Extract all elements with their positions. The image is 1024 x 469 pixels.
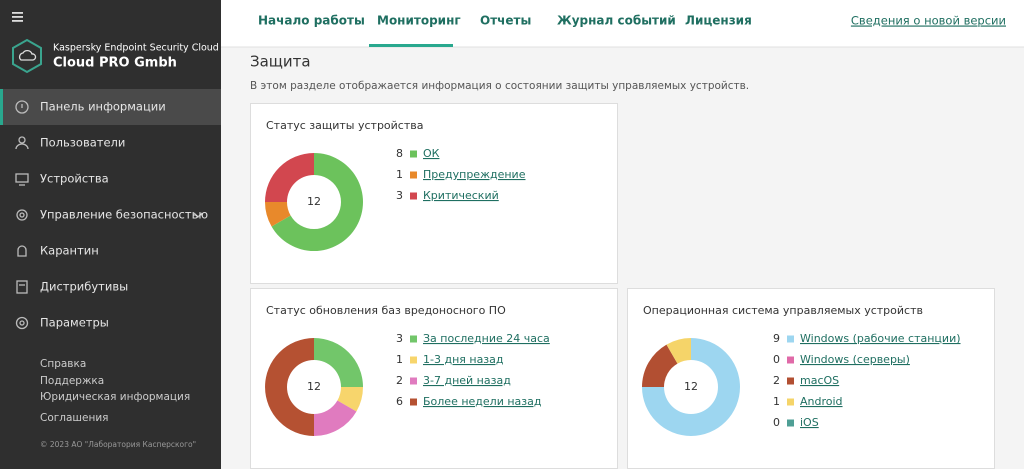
legend-count: 3 [396,189,403,202]
legend-swatch [410,335,417,343]
legend-label[interactable]: Windows (рабочие станции) [800,332,961,345]
legend-count: 1 [773,395,780,408]
donut-segment [666,338,691,364]
menu-item[interactable]: Дистрибутивы [40,280,128,294]
widget-title: Операционная система управляемых устройс… [643,304,923,317]
legend-label[interactable]: macOS [800,374,839,387]
legend-count: 1 [396,168,403,181]
legend-label[interactable]: 3-7 дней назад [423,374,511,387]
menu-icons [15,100,203,330]
widget-card [627,288,995,469]
donut-segment [642,338,740,436]
sidebar-link[interactable]: Справка [40,358,86,370]
legend-label[interactable]: За последние 24 часа [423,332,550,345]
tab[interactable]: Мониторинг [377,14,461,28]
legend-swatch [787,398,794,406]
donut-segment [314,400,357,436]
legend-label[interactable]: Критический [423,189,499,202]
tab[interactable]: Отчеты [480,14,531,28]
sidebar-link[interactable]: Юридическая информация [40,391,190,403]
legend-swatch [410,150,417,158]
legend-label[interactable]: 1-3 дня назад [423,353,504,366]
copyright: © 2023 АО "Лаборатория Касперского" [40,440,196,449]
donut-segment [265,338,314,436]
logo [12,38,42,74]
product-name: Kaspersky Endpoint Security Cloud [53,43,219,54]
tab[interactable]: Начало работы [258,14,365,28]
legend-count: 0 [773,353,780,366]
menu-item[interactable]: Карантин [40,244,99,258]
legend-label[interactable]: Предупреждение [423,168,526,181]
legend-label[interactable]: Windows (серверы) [800,353,910,366]
menu-item[interactable]: Панель информации [40,100,166,114]
widget-title: Статус защиты устройства [266,119,424,132]
legend-swatch [787,377,794,385]
top-bar [221,0,1024,47]
active-tab-underline [369,44,453,47]
donut-segment [314,338,363,387]
sidebar-link[interactable]: Поддержка [40,375,104,387]
legend-label[interactable]: iOS [800,416,819,429]
menu-item[interactable]: Устройства [40,172,109,186]
legend-swatch [787,356,794,364]
donut-total: 12 [307,195,321,208]
donut-total: 12 [684,380,698,393]
menu-item[interactable]: Параметры [40,316,109,330]
widget-card [250,288,618,469]
legend-label[interactable]: Более недели назад [423,395,542,408]
legend-count: 3 [396,332,403,345]
donut-segment [265,202,291,227]
legend-count: 2 [773,374,780,387]
logo-cloud [18,49,37,61]
legend-swatch [410,377,417,385]
active-item [0,89,221,125]
donut-segment [271,153,363,251]
donut-segment [337,387,363,412]
legend-swatch [787,335,794,343]
legend-swatch [410,171,417,179]
legend-swatch [410,192,417,200]
legend-swatch [410,356,417,364]
company-name: Cloud PRO Gmbh [53,56,177,71]
legend-label[interactable]: Android [800,395,843,408]
legend-count: 0 [773,416,780,429]
tab[interactable]: Журнал событий [557,14,676,28]
donut-segment [265,153,314,202]
legend-count: 1 [396,353,403,366]
widget-card [250,103,618,284]
legend-count: 6 [396,395,403,408]
active-indicator [0,89,3,125]
menu-item[interactable]: Пользователи [40,136,125,150]
tab[interactable]: Лицензия [685,14,752,28]
legend-label[interactable]: ОК [423,147,440,160]
section-description: В этом разделе отображается информация о… [250,80,749,92]
hamburger[interactable] [12,12,23,22]
sidebar [0,0,221,469]
legend-swatch [410,398,417,406]
legend-count: 8 [396,147,403,160]
section-title: Защита [250,53,311,71]
legend-count: 2 [396,374,403,387]
whats-new-link[interactable]: Сведения о новой версии [851,14,1006,28]
menu-item[interactable]: Управление безопасностью [40,208,208,222]
donut-segment [642,344,678,387]
donut-total: 12 [307,380,321,393]
legend-swatch [787,419,794,427]
widget-title: Статус обновления баз вредоносного ПО [266,304,506,317]
sidebar-link[interactable]: Соглашения [40,412,109,424]
legend-count: 9 [773,332,780,345]
